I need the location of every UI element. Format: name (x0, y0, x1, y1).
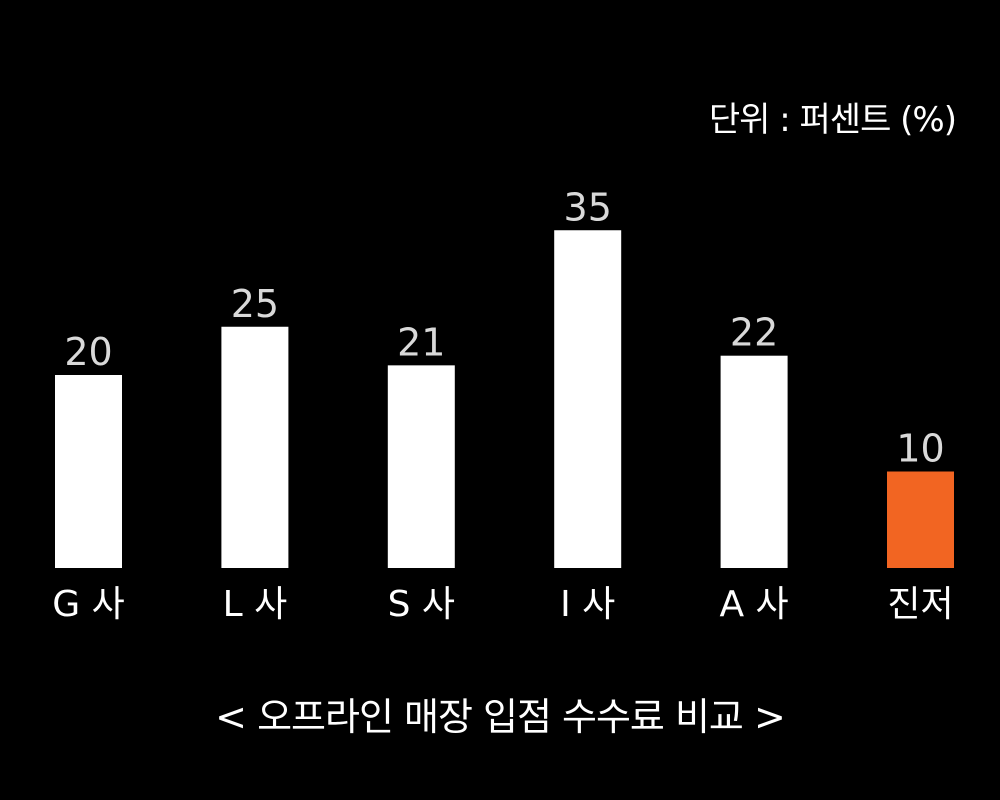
value-label-4: 35 (564, 185, 612, 229)
category-label-5: A 사 (719, 584, 788, 625)
value-label-3: 21 (397, 320, 445, 364)
chart-caption: < 오프라인 매장 입점 수수료 비교 > (215, 695, 786, 739)
bar-3 (387, 365, 455, 568)
bar-1 (55, 375, 122, 568)
bar-4 (554, 230, 622, 568)
category-label-1: G 사 (52, 584, 124, 625)
unit-label: 단위 : 퍼센트 (%) (708, 100, 957, 140)
category-label-2: L 사 (223, 584, 288, 625)
value-label-6: 10 (896, 427, 944, 471)
bar-6 (887, 471, 954, 568)
value-label-2: 25 (231, 282, 279, 326)
category-label-6: 진저 (887, 584, 953, 625)
value-label-1: 20 (64, 330, 112, 374)
category-label-4: I 사 (560, 584, 615, 625)
bar-2 (221, 326, 289, 568)
bar-5 (720, 355, 788, 568)
category-label-3: S 사 (388, 584, 455, 625)
value-label-5: 22 (730, 311, 778, 355)
